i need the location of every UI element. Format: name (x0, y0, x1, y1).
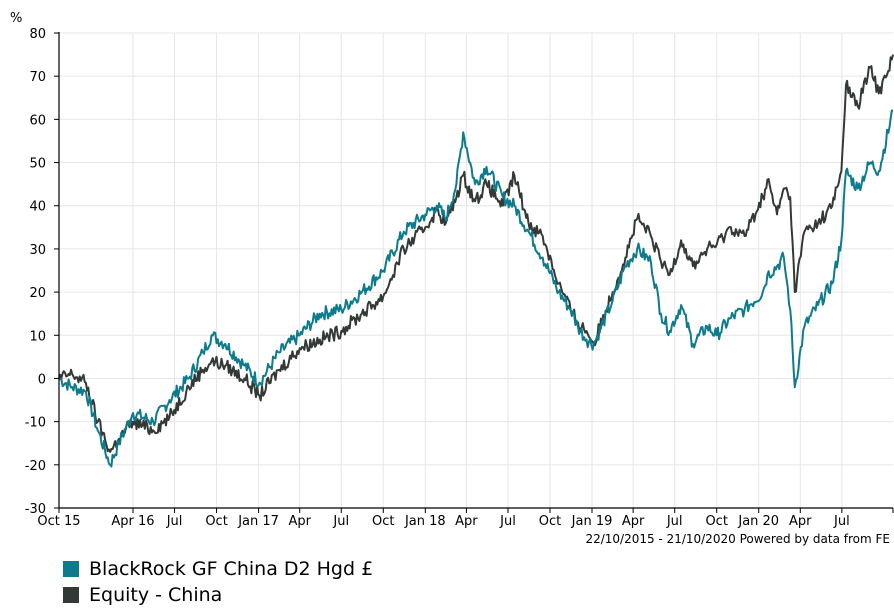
y-tick-label: 20 (29, 286, 46, 301)
y-tick-label: 40 (29, 200, 46, 215)
x-tick-label: Jul (332, 514, 349, 529)
y-tick-label: -30 (25, 502, 46, 517)
x-tick-label: Jul (833, 514, 850, 529)
legend: BlackRock GF China D2 Hgd £ Equity - Chi… (63, 556, 373, 608)
x-tick-label: Jan 17 (237, 514, 279, 529)
series-line-equity-china (58, 54, 894, 453)
x-tick-label: Apr (288, 514, 311, 529)
credit-text: Powered by data from FE (739, 532, 890, 546)
y-tick-label: 80 (29, 27, 46, 42)
date-range: 22/10/2015 - 21/10/2020 (585, 532, 736, 546)
legend-item-blackrock: BlackRock GF China D2 Hgd £ (63, 556, 373, 582)
x-tick-label: Apr 16 (111, 514, 154, 529)
x-tick-label: Apr (622, 514, 645, 529)
y-tick-label: 60 (29, 113, 46, 128)
legend-item-equity-china: Equity - China (63, 582, 373, 608)
x-tick-label: Jul (499, 514, 516, 529)
legend-swatch (63, 561, 79, 577)
x-tick-label: Jan 19 (571, 514, 613, 529)
legend-label: Equity - China (89, 584, 223, 606)
y-tick-label: -10 (25, 416, 46, 431)
x-tick-label: Apr (455, 514, 478, 529)
x-tick-label: Oct (539, 514, 561, 529)
x-tick-label: Oct (705, 514, 727, 529)
y-tick-label: 10 (29, 329, 46, 344)
series-group (58, 54, 894, 468)
y-axis-label: % (10, 11, 22, 26)
x-tick-label: Jan 18 (404, 514, 446, 529)
legend-label: BlackRock GF China D2 Hgd £ (89, 558, 374, 580)
x-tick-label: Oct 15 (37, 514, 80, 529)
y-tick-label: 50 (29, 157, 46, 172)
chart-credit: 22/10/2015 - 21/10/2020 Powered by data … (0, 532, 890, 546)
x-tick-label: Oct (372, 514, 394, 529)
x-tick-label: Apr (789, 514, 812, 529)
y-tick-label: 30 (29, 243, 46, 258)
y-tick-label: 0 (38, 372, 46, 387)
series-line-blackrock (58, 109, 894, 468)
legend-swatch (63, 587, 79, 603)
x-tick-label: Jul (166, 514, 183, 529)
x-tick-label: Jan 20 (737, 514, 779, 529)
x-tick-label: Jul (666, 514, 683, 529)
y-tick-label: -20 (25, 459, 46, 474)
y-tick-label: 70 (29, 70, 46, 85)
x-tick-label: Oct (205, 514, 227, 529)
